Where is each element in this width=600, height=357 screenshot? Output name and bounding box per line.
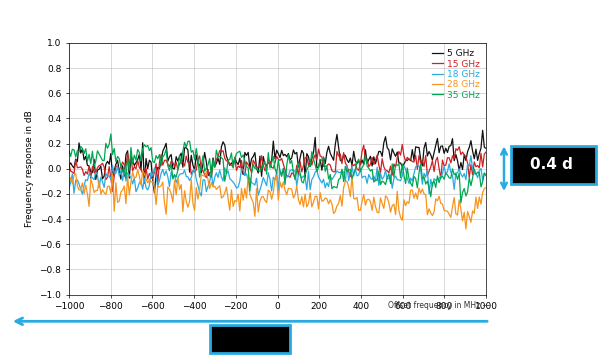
35 GHz xyxy=(457,201,464,205)
28 GHz xyxy=(136,174,143,178)
5 GHz xyxy=(151,191,158,195)
Text: Offset frequency in MHz —: Offset frequency in MHz — xyxy=(388,301,490,310)
18 GHz xyxy=(308,177,316,182)
Bar xyxy=(210,325,290,353)
5 GHz xyxy=(355,159,362,163)
35 GHz xyxy=(136,150,143,155)
28 GHz xyxy=(235,192,242,196)
28 GHz xyxy=(239,198,247,202)
35 GHz xyxy=(469,176,476,180)
35 GHz xyxy=(355,157,362,161)
15 GHz xyxy=(398,142,406,146)
15 GHz xyxy=(65,162,73,166)
18 GHz xyxy=(235,185,242,189)
Legend: 5 GHz, 15 GHz, 18 GHz, 28 GHz, 35 GHz: 5 GHz, 15 GHz, 18 GHz, 28 GHz, 35 GHz xyxy=(431,47,481,101)
18 GHz xyxy=(469,167,476,172)
5 GHz xyxy=(239,172,247,177)
Text: 0.4 d: 0.4 d xyxy=(530,157,573,172)
Line: 5 GHz: 5 GHz xyxy=(69,130,486,193)
28 GHz xyxy=(469,209,476,213)
28 GHz xyxy=(134,168,141,172)
18 GHz xyxy=(198,194,205,198)
28 GHz xyxy=(482,185,490,190)
5 GHz xyxy=(235,162,242,167)
15 GHz xyxy=(355,168,362,172)
15 GHz xyxy=(482,150,490,154)
15 GHz xyxy=(469,173,476,177)
5 GHz xyxy=(482,146,490,150)
15 GHz xyxy=(109,189,116,193)
5 GHz xyxy=(65,164,73,168)
35 GHz xyxy=(235,150,242,154)
15 GHz xyxy=(136,166,143,170)
Line: 18 GHz: 18 GHz xyxy=(69,156,486,196)
Bar xyxy=(511,146,596,184)
15 GHz xyxy=(308,163,316,167)
5 GHz xyxy=(134,157,141,162)
18 GHz xyxy=(65,187,73,191)
18 GHz xyxy=(355,173,362,177)
18 GHz xyxy=(239,167,247,172)
35 GHz xyxy=(308,150,316,154)
5 GHz xyxy=(308,156,316,161)
35 GHz xyxy=(239,153,247,157)
Line: 15 GHz: 15 GHz xyxy=(69,144,486,191)
28 GHz xyxy=(65,182,73,187)
28 GHz xyxy=(463,227,470,231)
35 GHz xyxy=(482,174,490,178)
28 GHz xyxy=(308,205,316,209)
Text: Measured I/Q modulation frequency response with internal wideband baseband: Measured I/Q modulation frequency respon… xyxy=(7,15,522,25)
Line: 35 GHz: 35 GHz xyxy=(69,134,486,203)
5 GHz xyxy=(479,128,486,132)
Y-axis label: Frequency response in dB: Frequency response in dB xyxy=(25,110,34,227)
35 GHz xyxy=(107,132,115,136)
18 GHz xyxy=(134,186,141,190)
5 GHz xyxy=(467,139,475,143)
Line: 28 GHz: 28 GHz xyxy=(69,170,486,229)
15 GHz xyxy=(239,170,247,175)
15 GHz xyxy=(235,164,242,168)
28 GHz xyxy=(355,208,362,212)
18 GHz xyxy=(482,173,490,177)
18 GHz xyxy=(467,154,475,158)
35 GHz xyxy=(65,149,73,153)
